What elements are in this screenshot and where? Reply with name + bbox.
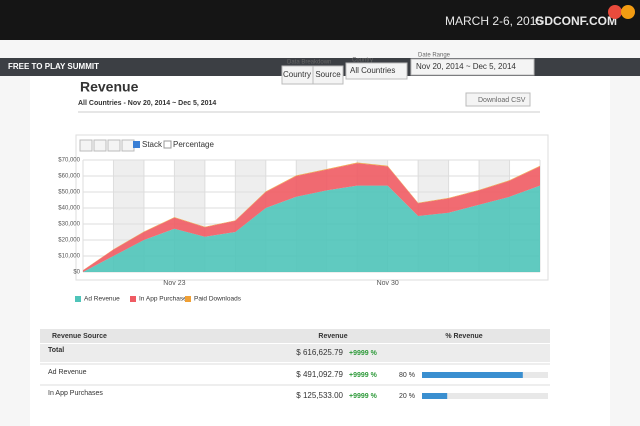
y-tick-label: $60,000	[58, 174, 80, 180]
logo	[621, 5, 635, 19]
tool-button[interactable]	[107, 139, 121, 152]
area	[83, 185, 540, 272]
country-value[interactable]: All Countries	[350, 66, 395, 75]
revenue: $ 616,625.79	[296, 348, 343, 357]
revenue: $ 125,533.00	[296, 391, 343, 400]
column-header: Revenue Source	[52, 333, 107, 340]
legend-swatch	[185, 296, 191, 302]
date-label: Date Range	[418, 53, 451, 59]
banner-site: GDCONF.COM	[535, 14, 617, 28]
column-header: % Revenue	[445, 333, 482, 340]
breakdown-option[interactable]: Country	[283, 70, 311, 79]
share-bar	[422, 372, 523, 378]
chart: $0 $10,000 $20,000 $30,000 $40,000 $50,000 $60…	[58, 158, 541, 303]
change: +9999 %	[349, 350, 378, 357]
share-label: 80 %	[399, 372, 415, 379]
share-track	[422, 393, 548, 399]
y-tick-label: $20,000	[58, 238, 80, 244]
share-label: 20 %	[399, 393, 415, 400]
breakdown-option[interactable]: Source	[315, 70, 341, 79]
change: +9999 %	[349, 372, 378, 379]
revenue: $ 491,092.79	[296, 370, 343, 379]
table: Revenue Source Revenue % Revenue Total $ 616…	[40, 329, 550, 400]
x-tick-label: Nov 30	[377, 280, 399, 287]
tool-button[interactable]	[79, 139, 93, 152]
download-button[interactable]	[465, 92, 531, 107]
logo	[608, 5, 622, 19]
tool-button[interactable]	[121, 139, 135, 152]
row-label: Total	[48, 347, 64, 354]
subtitle: All Countries - Nov 20, 2014 ~ Dec 5, 20…	[78, 100, 216, 107]
stack-label[interactable]: Stack	[142, 140, 163, 149]
legend-swatch	[75, 296, 81, 302]
y-tick-label: $0	[73, 270, 80, 276]
tool-button[interactable]	[93, 139, 107, 152]
y-tick-label: $50,000	[58, 190, 80, 196]
stack-checkbox[interactable]	[133, 141, 140, 148]
x-tick-label: Nov 23	[163, 280, 185, 287]
legend-label: In App Purchases	[139, 296, 191, 303]
country-label: Country	[352, 58, 373, 64]
legend-swatch	[130, 296, 136, 302]
y-tick-label: $70,000	[58, 158, 80, 164]
y-tick-label: $10,000	[58, 254, 80, 260]
breakdown-label: Data Breakdown	[287, 60, 331, 66]
column-header: Revenue	[318, 333, 347, 340]
percentage-checkbox[interactable]	[163, 140, 172, 149]
table-header	[40, 329, 550, 343]
row-label: Ad Revenue	[48, 369, 87, 376]
track-title: FREE TO PLAY SUMMIT	[8, 62, 99, 71]
date-select[interactable]	[410, 58, 535, 76]
total-row	[40, 344, 550, 362]
download-label[interactable]: Download CSV	[478, 97, 526, 104]
legend-label: Ad Revenue	[84, 296, 120, 303]
row-label: In App Purchases	[48, 390, 103, 397]
y-tick-label: $40,000	[58, 206, 80, 212]
breakdown-button[interactable]	[312, 65, 344, 85]
y-tick-label: $30,000	[58, 222, 80, 228]
legend-label: Paid Downloads	[194, 296, 242, 303]
banner-dates: MARCH 2-6, 2015	[445, 14, 543, 28]
date-value[interactable]: Nov 20, 2014 ~ Dec 5, 2014	[416, 62, 516, 71]
percentage-label[interactable]: Percentage	[173, 140, 214, 149]
country-select[interactable]	[345, 62, 408, 80]
page-title: Revenue	[80, 79, 139, 95]
share-bar	[422, 393, 448, 399]
change: +9999 %	[349, 393, 378, 400]
